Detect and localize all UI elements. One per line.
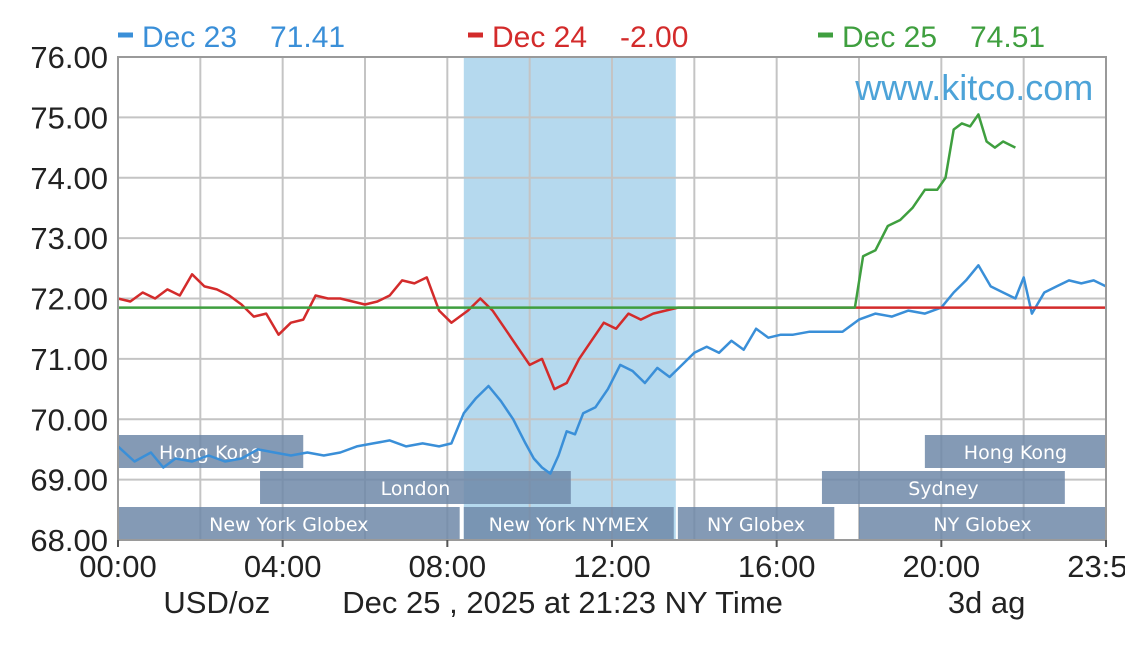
x-tick-label: 08:00 bbox=[409, 549, 487, 584]
legend-value: -2.00 bbox=[620, 21, 688, 54]
y-tick-label: 70.00 bbox=[30, 402, 108, 437]
legend-date: Dec 24 bbox=[492, 21, 587, 54]
x-tick-label: 23:59 bbox=[1067, 549, 1125, 584]
legend-date: Dec 23 bbox=[142, 21, 237, 54]
y-tick-label: 75.00 bbox=[30, 100, 108, 135]
date-label: Dec 25 , 2025 at 21:23 NY Time bbox=[342, 585, 783, 620]
session-label: NY Globex bbox=[933, 514, 1031, 536]
x-tick-label: 04:00 bbox=[244, 549, 322, 584]
series-line-dec23 bbox=[117, 264, 1107, 475]
y-tick-label: 76.00 bbox=[30, 40, 108, 75]
session-label: New York NYMEX bbox=[489, 514, 649, 536]
x-tick-label: 20:00 bbox=[903, 549, 981, 584]
session-box bbox=[118, 507, 460, 540]
series-line-dec25 bbox=[118, 113, 1016, 309]
session-label: Sydney bbox=[908, 478, 978, 500]
watermark: www.kitco.com bbox=[854, 67, 1093, 108]
session-label: London bbox=[381, 478, 451, 500]
session-box bbox=[821, 471, 1065, 504]
legend-date: Dec 25 bbox=[842, 21, 937, 54]
session-label: Hong Kong bbox=[964, 442, 1067, 464]
session-box bbox=[859, 507, 1106, 540]
session-label: NY Globex bbox=[707, 514, 805, 536]
session-label: New York Globex bbox=[209, 514, 368, 536]
x-tick-label: 12:00 bbox=[573, 549, 651, 584]
legend-value: 74.51 bbox=[970, 21, 1045, 54]
y-tick-label: 74.00 bbox=[30, 161, 108, 196]
y-tick-label: 71.00 bbox=[30, 342, 108, 377]
y-tick-label: 72.00 bbox=[30, 282, 108, 317]
session-box bbox=[924, 435, 1106, 468]
unit-label: USD/oz bbox=[163, 585, 270, 620]
session-box bbox=[260, 471, 571, 504]
y-tick-label: 73.00 bbox=[30, 221, 108, 256]
y-tick-label: 68.00 bbox=[30, 523, 108, 558]
y-tick-label: 69.00 bbox=[30, 463, 108, 498]
range-label: 3d ag bbox=[948, 585, 1026, 620]
x-tick-label: 00:00 bbox=[79, 549, 157, 584]
session-box bbox=[463, 507, 674, 540]
legend-value: 71.41 bbox=[270, 21, 345, 54]
x-tick-label: 16:00 bbox=[738, 549, 816, 584]
session-box bbox=[677, 507, 835, 540]
